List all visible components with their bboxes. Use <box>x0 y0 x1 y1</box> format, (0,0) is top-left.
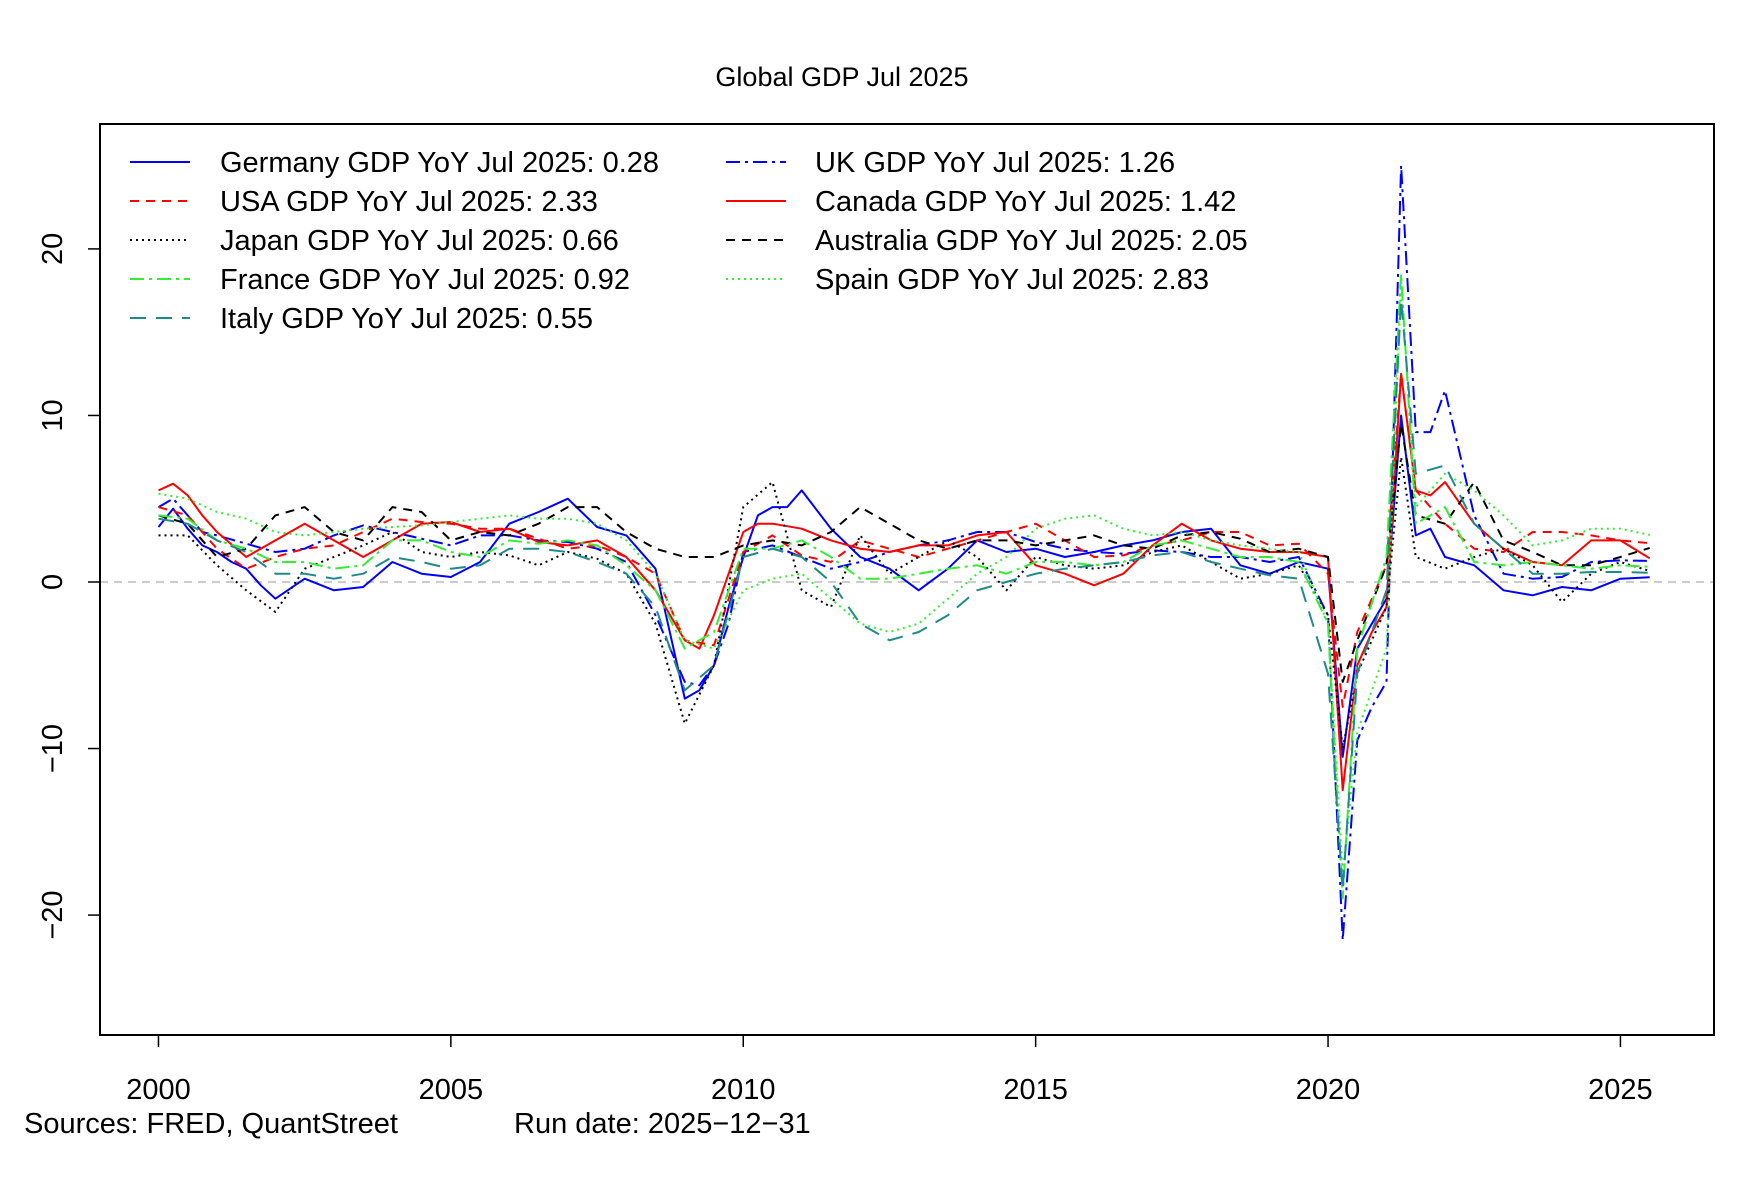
x-tick-label: 2015 <box>1003 1074 1068 1106</box>
series-line-spain <box>158 281 1650 875</box>
legend-label-australia: Australia GDP YoY Jul 2025: 2.05 <box>815 225 1248 257</box>
series-line-france <box>158 272 1650 900</box>
legend-label-japan: Japan GDP YoY Jul 2025: 0.66 <box>220 225 619 257</box>
x-axis: 2000 2005 2010 2015 2020 2025 <box>126 1034 1653 1106</box>
series-line-italy <box>158 297 1650 892</box>
legend-label-italy: Italy GDP YoY Jul 2025: 0.55 <box>220 303 593 335</box>
sources-note: Sources: FRED, QuantStreet <box>24 1108 398 1140</box>
y-tick-label: −20 <box>37 890 69 939</box>
series-layer <box>157 164 1651 942</box>
legend: Germany GDP YoY Jul 2025: 0.28 UK GDP YoY… <box>130 147 1248 335</box>
x-tick-label: 2025 <box>1588 1074 1653 1106</box>
x-tick-label: 2010 <box>711 1074 776 1106</box>
y-tick-label: 0 <box>37 574 69 590</box>
series-line-japan <box>158 456 1650 750</box>
y-tick-label: 10 <box>37 399 69 431</box>
legend-label-spain: Spain GDP YoY Jul 2025: 2.83 <box>815 264 1209 296</box>
legend-label-uk: UK GDP YoY Jul 2025: 1.26 <box>815 147 1175 179</box>
series-line-uk <box>158 164 1650 942</box>
legend-label-canada: Canada GDP YoY Jul 2025: 1.42 <box>815 186 1236 218</box>
x-tick-label: 2000 <box>126 1074 191 1106</box>
y-tick-label: 20 <box>37 233 69 265</box>
series-line-usa <box>158 372 1650 708</box>
series-line-germany <box>157 414 1650 758</box>
plot-frame <box>99 123 1715 1036</box>
series-line-canada <box>158 372 1651 792</box>
y-tick-label: −10 <box>37 724 69 773</box>
x-tick-label: 2005 <box>419 1074 484 1106</box>
legend-label-usa: USA GDP YoY Jul 2025: 2.33 <box>220 186 598 218</box>
x-tick-label: 2020 <box>1296 1074 1361 1106</box>
y-axis: −20 −10 0 10 20 <box>37 233 101 940</box>
legend-label-france: France GDP YoY Jul 2025: 0.92 <box>220 264 630 296</box>
run-date-note: Run date: 2025−12−31 <box>514 1108 811 1140</box>
chart-title: Global GDP Jul 2025 <box>715 62 968 92</box>
legend-label-germany: Germany GDP YoY Jul 2025: 0.28 <box>220 147 659 179</box>
